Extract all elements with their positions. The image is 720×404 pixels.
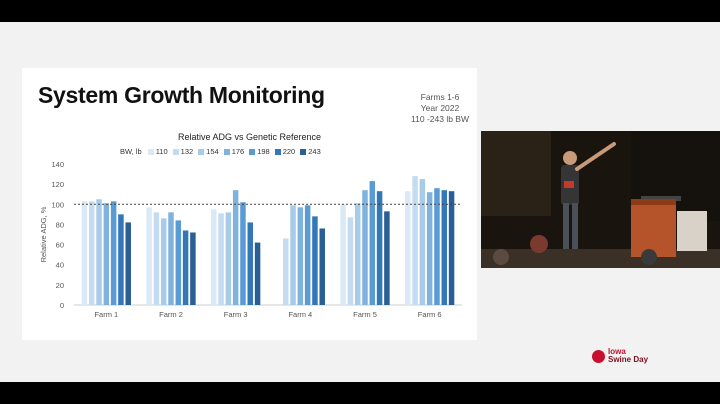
y-tick-label: 80 (56, 220, 64, 229)
x-tick-label: Farm 3 (224, 310, 248, 319)
bar-farm-6-243 (448, 191, 455, 305)
iowa-swine-day-logo: Iowa Swine Day (592, 348, 648, 364)
legend-label: 243 (308, 147, 321, 156)
bar-farm-1-110 (81, 201, 88, 305)
bar-farm-1-132 (88, 201, 95, 305)
info-year: Year 2022 (420, 103, 460, 113)
bar-farm-2-243 (190, 232, 196, 305)
logo-text: Iowa Swine Day (608, 348, 648, 364)
y-axis-label: Relative ADG, % (39, 206, 48, 262)
stage-scene (481, 131, 720, 268)
bar-farm-4-198 (304, 205, 311, 305)
y-tick-label: 0 (60, 301, 64, 310)
legend-item-110: 110 (147, 147, 168, 156)
legend-item-198: 198 (249, 147, 270, 156)
legend-label: 154 (206, 147, 219, 156)
pig-logo-icon (592, 349, 605, 363)
y-tick-label: 20 (56, 281, 64, 290)
bar-farm-3-198 (240, 202, 246, 305)
bar-farm-2-220 (182, 230, 189, 305)
legend-item-220: 220 (274, 147, 296, 156)
bar-farm-2-176 (168, 212, 174, 305)
speaker-video-inset (481, 131, 720, 268)
bar-farm-1-154 (96, 199, 102, 305)
bar-farm-5-110 (340, 204, 346, 305)
y-tick-label: 120 (51, 180, 64, 189)
bar-farm-4-220 (312, 216, 318, 305)
legend-item-132: 132 (172, 147, 194, 156)
legend-swatch (147, 148, 154, 155)
y-tick-label: 60 (56, 241, 64, 250)
legend-swatch (198, 148, 205, 155)
legend-swatch (300, 148, 307, 155)
legend-item-154: 154 (198, 147, 219, 156)
logo-line2: Swine Day (608, 355, 649, 364)
bar-farm-6-154 (419, 179, 426, 305)
bar-farm-6-220 (441, 190, 448, 305)
bar-farm-3-132 (218, 213, 224, 305)
legend-swatch (249, 148, 256, 155)
legend-swatch (274, 148, 281, 155)
bar-farm-1-198 (110, 201, 117, 305)
bar-farm-5-176 (362, 190, 368, 305)
bar-farm-6-198 (434, 188, 440, 305)
bar-farm-6-132 (412, 176, 418, 305)
bar-farm-5-198 (369, 181, 376, 305)
presentation-slide: System Growth Monitoring Farms 1-6 Year … (22, 68, 477, 340)
bar-farm-3-176 (232, 190, 239, 305)
bar-farm-5-220 (376, 191, 383, 305)
logo-line1: Iowa (608, 347, 626, 356)
legend-items: 110 132 154 176 198 220 243 (147, 147, 326, 156)
bar-farm-2-110 (146, 207, 152, 305)
bar-farm-2-132 (153, 212, 160, 305)
bar-farm-1-243 (125, 222, 131, 305)
legend-swatch (172, 148, 179, 155)
y-tick-label: 40 (56, 261, 64, 270)
slide-title: System Growth Monitoring (38, 82, 325, 108)
legend-swatch (223, 148, 230, 155)
bar-chart: 0 20 40 60 80 100 120 140 Relative ADG, % Farm 1 F… (39, 160, 462, 319)
y-tick-label: 140 (51, 160, 64, 169)
bar-farm-5-132 (347, 217, 354, 305)
legend-label: 176 (231, 147, 245, 156)
x-tick-label: Farm 1 (94, 310, 118, 319)
bar-farm-2-154 (160, 218, 167, 305)
bar-farm-6-110 (405, 191, 411, 305)
info-bw-range: 110 -243 lb BW (411, 114, 469, 124)
bar-farm-1-176 (103, 203, 110, 305)
legend-label: 132 (180, 147, 194, 156)
x-tick-label: Farm 2 (159, 310, 183, 319)
bar-farm-6-176 (426, 192, 433, 305)
bar-farm-4-132 (282, 238, 289, 305)
bar-farm-3-220 (247, 222, 254, 305)
bar-farm-3-154 (225, 212, 232, 305)
bar-farm-4-176 (297, 207, 304, 305)
x-tick-label: Farm 6 (418, 310, 442, 319)
legend-label: 198 (257, 147, 270, 156)
bar-farm-4-243 (319, 228, 325, 305)
bar-farm-3-243 (254, 242, 261, 305)
bar-farm-5-154 (354, 203, 361, 305)
x-tick-label: Farm 4 (288, 310, 312, 319)
info-farms: Farms 1-6 (420, 92, 460, 102)
slide-info: Farms 1-6 Year 2022 110 -243 lb BW (411, 92, 469, 125)
legend-label: 110 (155, 147, 168, 156)
legend-item-176: 176 (223, 147, 245, 156)
bar-farm-4-154 (290, 205, 296, 305)
bar-farm-5-243 (384, 211, 390, 305)
legend-title: BW, lb (120, 147, 142, 156)
chart-title: Relative ADG vs Genetic Reference (177, 132, 322, 142)
legend-label: 220 (282, 147, 296, 156)
bar-farm-1-220 (118, 214, 124, 305)
bar-farm-3-110 (211, 209, 217, 305)
chart-legend: BW, lb 110 132 154 176 198 220 243 (120, 147, 326, 156)
legend-item-243: 243 (300, 147, 321, 156)
x-tick-label: Farm 5 (353, 310, 377, 319)
bar-farm-2-198 (175, 220, 182, 305)
y-tick-label: 100 (51, 200, 64, 209)
